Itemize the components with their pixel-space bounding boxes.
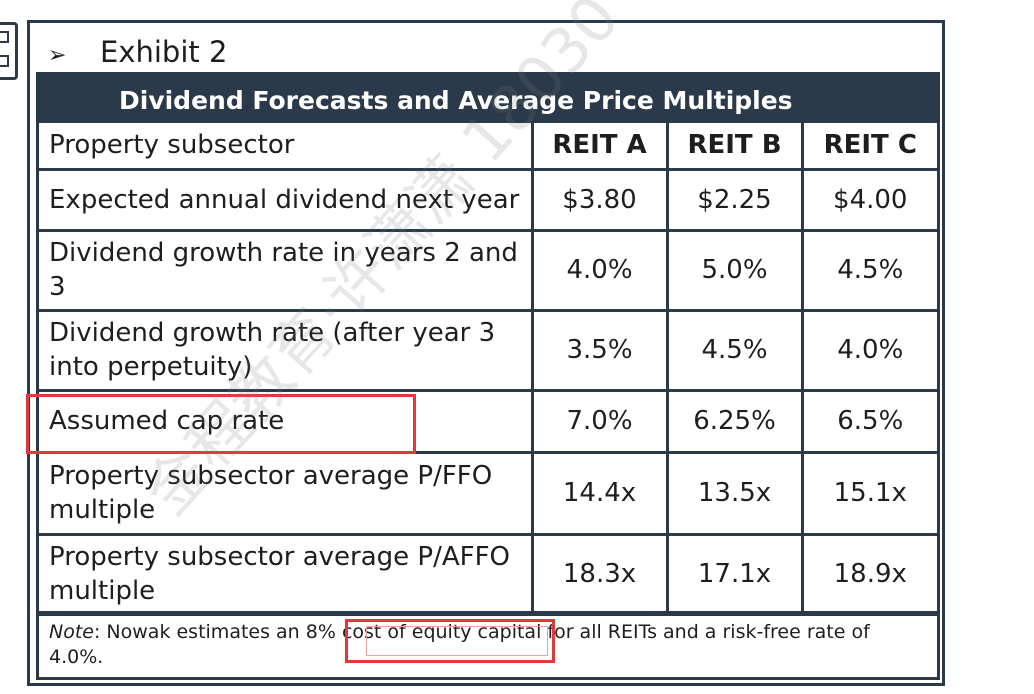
cell-value: $2.25: [665, 167, 804, 232]
table-row: Property subsector average P/FFO multipl…: [39, 450, 937, 536]
cell-value: 17.1x: [665, 532, 804, 616]
table-note: Note: Nowak estimates an 8% cost of equi…: [39, 611, 937, 677]
exhibit-label: Exhibit 2: [100, 35, 228, 69]
cell-value: 14.4x: [530, 450, 669, 536]
row-label: Expected annual dividend next year: [39, 167, 534, 232]
exhibit-heading: ➢ Exhibit 2: [48, 32, 227, 72]
cell-value: 4.5%: [800, 228, 937, 312]
note-text: : Nowak estimates an 8% cost of equity c…: [49, 621, 870, 668]
cell-value: 18.3x: [530, 532, 669, 616]
cell-value: 4.0%: [530, 228, 669, 312]
table-row: Expected annual dividend next year $3.80…: [39, 167, 937, 232]
row-label: Dividend growth rate (after year 3 into …: [39, 308, 534, 392]
cell-value: 3.5%: [530, 308, 669, 392]
table-header-row: Property subsector REIT A REIT B REIT C: [39, 123, 937, 171]
cell-value: 6.5%: [800, 388, 937, 454]
cell-value: 4.5%: [665, 308, 804, 392]
cell-value: 6.25%: [665, 388, 804, 454]
table-row: Dividend growth rate in years 2 and 3 4.…: [39, 228, 937, 312]
cell-value: $4.00: [800, 167, 937, 232]
arrow-bullet-icon: ➢: [48, 43, 67, 68]
table-row: Assumed cap rate 7.0% 6.25% 6.5%: [39, 388, 937, 454]
table-title: Dividend Forecasts and Average Price Mul…: [39, 75, 937, 123]
dividend-table: Property subsector REIT A REIT B REIT C …: [39, 123, 937, 616]
cell-value: $3.80: [530, 167, 669, 232]
cell-value: 18.9x: [800, 532, 937, 616]
table-row: Property subsector average P/AFFO multip…: [39, 532, 937, 616]
cell-value: 4.0%: [800, 308, 937, 392]
row-label: Dividend growth rate in years 2 and 3: [39, 228, 534, 312]
header-reit-b: REIT B: [665, 123, 804, 171]
header-reit-a: REIT A: [530, 123, 669, 171]
highlight-box-cost-of-equity: [345, 619, 555, 663]
exhibit-frame: [27, 20, 945, 686]
highlight-box-cap-rate: [26, 394, 416, 454]
table-row: Dividend growth rate (after year 3 into …: [39, 308, 937, 392]
cell-value: 7.0%: [530, 388, 669, 454]
note-prefix: Note: [49, 621, 94, 643]
header-reit-c: REIT C: [800, 123, 937, 171]
cell-value: 5.0%: [665, 228, 804, 312]
data-table-container: Dividend Forecasts and Average Price Mul…: [36, 72, 940, 680]
calculator-icon[interactable]: [0, 22, 18, 80]
header-label: Property subsector: [39, 123, 534, 171]
row-label: Assumed cap rate: [39, 388, 534, 454]
cell-value: 15.1x: [800, 450, 937, 536]
cell-value: 13.5x: [665, 450, 804, 536]
row-label: Property subsector average P/FFO multipl…: [39, 450, 534, 536]
row-label: Property subsector average P/AFFO multip…: [39, 532, 534, 616]
